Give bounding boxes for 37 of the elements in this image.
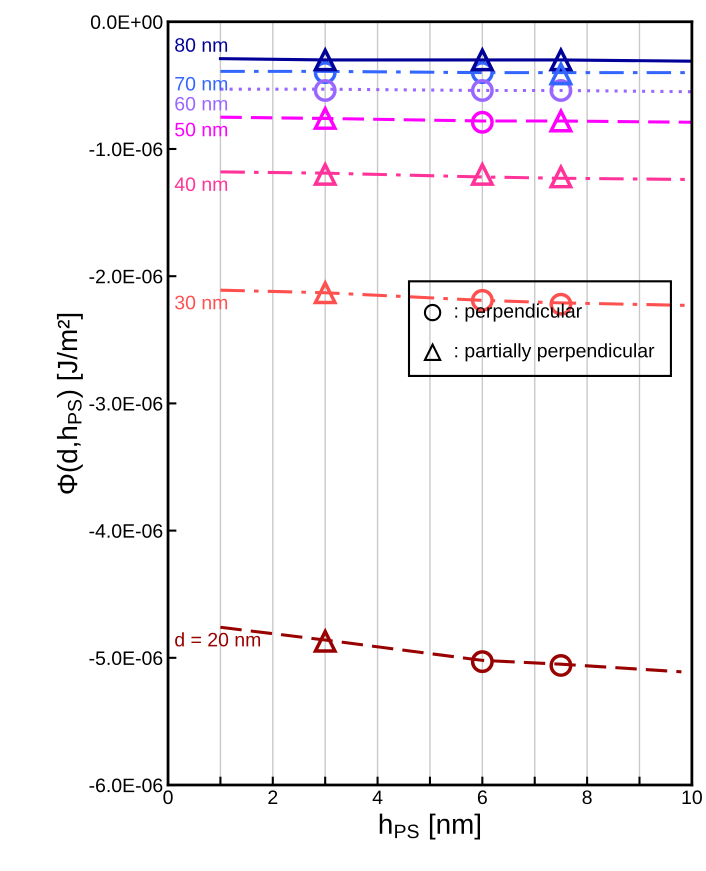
point [549, 62, 572, 86]
y-tick-label: -5.0E-06 [89, 651, 162, 666]
x-axis-title: h$_{PS}$ [nm] [380, 814, 480, 840]
y-tick-label: -2.0E-06 [89, 270, 162, 284]
point [314, 630, 337, 653]
x-tick-label: 2 [268, 790, 278, 804]
point [314, 162, 337, 186]
annotation: : partially perpendicular [455, 343, 654, 362]
point [470, 650, 494, 674]
y-tick-label: -4.0E-06 [89, 524, 162, 538]
y-tick-label: -1.0E-06 [89, 142, 162, 156]
series-label: 30 nm [175, 296, 228, 310]
series-label: 60 nm [175, 96, 228, 111]
point [314, 48, 337, 72]
series-label: 70 nm [175, 76, 228, 91]
point [470, 48, 494, 72]
annotation: : perpendicular [455, 304, 582, 322]
point [314, 106, 337, 130]
y-tick-label: -3.0E-06 [89, 396, 162, 411]
y-tick-label: -6.0E-06 [89, 778, 162, 792]
point [470, 162, 494, 186]
point [314, 281, 337, 304]
series-label: 80 nm [175, 38, 228, 52]
series-label: 40 nm [174, 177, 228, 192]
x-tick-label: 10 [682, 790, 702, 804]
point [314, 79, 337, 102]
x-tick-label: 4 [372, 790, 382, 804]
point [549, 654, 572, 677]
y-axis-title: Φ(d,h$_{PS}$) [J/m²] [56, 314, 83, 494]
x-tick-label: 8 [582, 790, 592, 804]
x-tick-label: 0 [163, 790, 173, 804]
series-label: d = 20 nm [175, 632, 260, 647]
y-tick-label: 0.0E+00 [90, 15, 162, 30]
x-tick-label: 6 [478, 790, 487, 804]
point [470, 79, 494, 102]
point [470, 110, 494, 134]
series-label: 50 nm [175, 122, 228, 136]
